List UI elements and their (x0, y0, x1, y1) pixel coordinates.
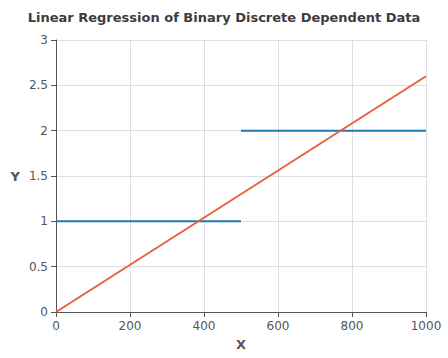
svg-text:2.5: 2.5 (29, 78, 48, 92)
svg-text:0.5: 0.5 (29, 260, 48, 274)
svg-text:X: X (236, 337, 246, 352)
svg-text:600: 600 (267, 319, 290, 333)
svg-text:400: 400 (193, 319, 216, 333)
svg-text:800: 800 (341, 319, 364, 333)
svg-text:3: 3 (40, 33, 48, 47)
svg-text:0: 0 (52, 319, 60, 333)
svg-text:Linear Regression of Binary Di: Linear Regression of Binary Discrete Dep… (28, 10, 421, 25)
svg-text:2: 2 (40, 124, 48, 138)
svg-text:0: 0 (40, 305, 48, 319)
svg-text:Y: Y (10, 169, 21, 184)
svg-text:200: 200 (119, 319, 142, 333)
svg-text:1: 1 (40, 214, 48, 228)
svg-text:1.5: 1.5 (29, 169, 48, 183)
svg-text:1000: 1000 (411, 319, 442, 333)
